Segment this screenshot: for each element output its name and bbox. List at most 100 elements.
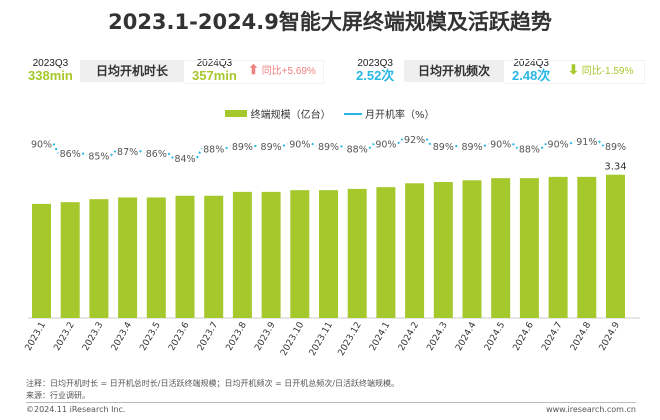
x-tick-label: 2023.2 — [52, 321, 76, 353]
line-data-label: 90% — [548, 140, 569, 151]
duration-cur-label: 2024Q3 — [196, 58, 233, 69]
line-segment — [311, 142, 317, 147]
line-segment — [139, 149, 145, 155]
frequency-prev-label: 2023Q3 — [357, 58, 393, 69]
bar — [519, 178, 539, 318]
bar — [491, 178, 511, 318]
duration-yoy-text: 同比+5.69% — [261, 66, 316, 77]
bar — [606, 174, 625, 318]
line-data-label: 90% — [31, 140, 52, 151]
footer-source: 来源：行业调研。 — [26, 391, 90, 400]
line-data-label: 90% — [375, 140, 396, 151]
bar — [232, 191, 252, 318]
line-data-label: 88% — [203, 144, 224, 155]
x-tick-label: 2023.8 — [225, 320, 250, 353]
line-data-label: 89% — [605, 142, 626, 153]
bar — [577, 176, 597, 318]
x-tick-label: 2023.9 — [253, 320, 278, 353]
line-data-label: 86% — [60, 149, 81, 160]
line-segment — [196, 147, 203, 159]
bar-data-label: 3.34 — [604, 162, 626, 173]
x-tick-label: 2023.12 — [337, 321, 364, 358]
line-segment — [397, 138, 404, 145]
line-segment — [368, 142, 375, 150]
legend-line-label: 月开机率（%） — [365, 110, 435, 121]
line-data-label: 92% — [404, 135, 425, 146]
duration-prev-value: 338min — [28, 68, 73, 83]
x-tick-label: 2024.8 — [569, 320, 594, 353]
footer-divider — [26, 402, 636, 403]
line-segment — [425, 138, 433, 147]
frequency-cur-label: 2024Q3 — [513, 58, 549, 69]
footer-copyright: ©2024.11 iResearch Inc. — [26, 405, 126, 414]
bar — [32, 203, 51, 318]
bar — [405, 183, 425, 318]
line-segment — [511, 142, 519, 150]
bar — [319, 190, 338, 318]
x-tick-label: 2024.4 — [454, 320, 479, 353]
x-tick-label: 2024.1 — [368, 321, 392, 353]
bar — [261, 191, 281, 318]
bar — [347, 188, 367, 318]
bar — [89, 199, 109, 318]
line-data-label: 89% — [261, 142, 282, 153]
chart-title: 2023.1-2024.9智能大屏终端规模及活跃趋势 — [108, 10, 552, 34]
x-tick-label: 2024.3 — [425, 321, 449, 353]
line-data-label: 89% — [433, 142, 454, 153]
bar — [376, 187, 396, 318]
x-tick-label: 2023.10 — [279, 320, 306, 357]
line-data-label: 90% — [289, 140, 310, 151]
frequency-frame — [504, 60, 645, 84]
bar — [462, 180, 482, 318]
duration-frame — [183, 60, 324, 84]
line-segment — [110, 150, 117, 157]
line-data-label: 91% — [576, 137, 597, 148]
frequency-cur: 2024Q3 2.48次 — [512, 58, 550, 82]
chart-plot: 2023.1 90% 2023.2 86% 2023.3 85% 2023.4 87% 2023… — [24, 135, 640, 358]
legend: 终端规模（亿台） 月开机率（%） — [0, 106, 660, 121]
x-tick-label: 2023.7 — [196, 321, 220, 353]
footer-website: www.iresearch.com.cn — [546, 405, 636, 414]
line-segment — [483, 142, 490, 147]
frequency-prev: 2023Q3 2.52次 — [356, 58, 394, 82]
arrow-down-icon: ⬇ — [568, 62, 579, 77]
x-tick-label: 2023.11 — [308, 321, 335, 358]
line-segment — [81, 152, 88, 157]
line-data-label: 90% — [490, 140, 511, 151]
line-data-label: 87% — [117, 147, 138, 158]
frequency-yoy-text: 同比-1.59% — [581, 66, 634, 77]
line-data-label: 88% — [347, 144, 368, 155]
line-segment — [167, 152, 174, 159]
x-tick-label: 2023.1 — [24, 321, 48, 353]
line-segment — [569, 140, 576, 145]
x-tick-label: 2023.3 — [81, 321, 105, 353]
line-data-label: 86% — [146, 149, 167, 160]
arrow-up-icon: ⬆ — [248, 62, 259, 77]
x-tick-label: 2024.9 — [598, 320, 623, 353]
bar — [175, 195, 195, 318]
x-tick-label: 2023.6 — [167, 320, 192, 353]
duration-prev: 2023Q3 338min — [28, 58, 73, 82]
x-tick-label: 2024.7 — [540, 321, 564, 353]
line-data-label: 89% — [461, 142, 482, 153]
frequency-yoy: ⬇ 同比-1.59% — [568, 62, 633, 78]
duration-prev-label: 2023Q3 — [32, 58, 69, 69]
duration-yoy: ⬆ 同比+5.69% — [248, 62, 316, 78]
footer-note: 注释：日均开机时长 = 日开机总时长/日活跃终端规模；日均开机频次 = 日开机总… — [26, 379, 399, 388]
frequency-prev-value: 2.52次 — [356, 68, 395, 83]
x-tick-label: 2023.4 — [110, 320, 135, 353]
bar — [60, 202, 80, 318]
x-tick-label: 2023.5 — [138, 321, 162, 353]
bar — [118, 197, 138, 318]
line-segment — [282, 142, 289, 147]
x-tick-label: 2024.6 — [512, 320, 537, 353]
frequency-cur-value: 2.48次 — [512, 68, 551, 83]
x-tick-label: 2024.5 — [483, 321, 507, 353]
bar — [290, 190, 310, 318]
line-segment — [340, 145, 346, 150]
line-data-label: 89% — [318, 142, 339, 153]
x-tick-label: 2024.2 — [397, 321, 421, 353]
line-data-label: 89% — [232, 142, 253, 153]
bar — [146, 197, 166, 318]
